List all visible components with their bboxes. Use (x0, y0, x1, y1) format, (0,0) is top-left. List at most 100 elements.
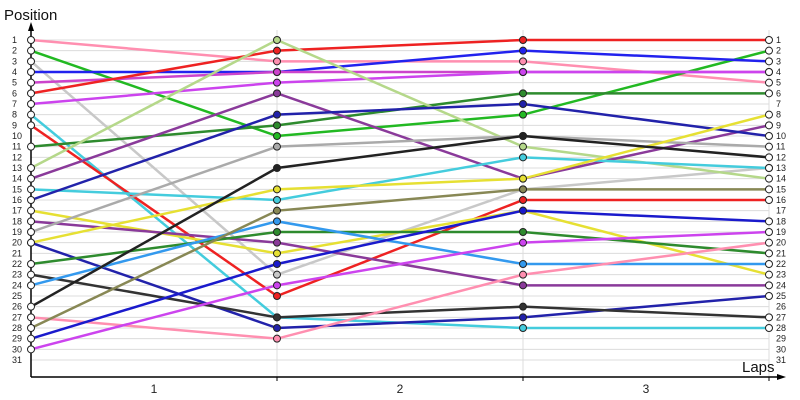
data-point (27, 121, 35, 130)
x-axis-title: Laps (742, 359, 775, 376)
series-18 (27, 238, 773, 332)
data-point (519, 89, 527, 98)
right-position-tick-label: 7 (776, 99, 781, 109)
data-point (27, 238, 35, 247)
data-point (519, 313, 527, 322)
data-point (27, 334, 35, 343)
left-position-ticks: 1234567891011121314151617181920212223242… (12, 35, 22, 365)
left-position-tick-label: 8 (12, 110, 17, 120)
data-point (273, 238, 281, 247)
data-point (27, 228, 35, 236)
right-position-tick-label: 18 (776, 216, 786, 226)
data-point (273, 281, 281, 290)
data-point (273, 164, 281, 172)
y-axis-title: Position (4, 7, 57, 24)
data-point (27, 89, 35, 98)
right-position-tick-label: 27 (776, 312, 786, 322)
data-point (519, 281, 527, 290)
right-position-tick-label: 25 (776, 291, 786, 301)
data-point (27, 164, 35, 172)
data-point (273, 89, 281, 98)
data-point (519, 270, 527, 279)
series-19 (27, 228, 773, 268)
series-13 (27, 100, 773, 204)
data-point (273, 132, 281, 140)
series-line (30, 102, 770, 202)
data-point (273, 249, 281, 258)
right-position-tick-label: 14 (776, 174, 786, 184)
series-26 (27, 228, 773, 354)
series-23 (27, 238, 773, 343)
right-position-tick-label: 15 (776, 184, 786, 194)
left-position-tick-label: 5 (12, 78, 17, 88)
data-point (765, 153, 773, 162)
series-line (30, 124, 769, 298)
data-point (765, 196, 773, 204)
data-point (519, 46, 527, 55)
x-axis-arrow (777, 374, 786, 380)
series-line (30, 156, 770, 202)
left-position-tick-label: 17 (12, 206, 22, 216)
data-point (519, 36, 527, 44)
left-position-tick-label: 3 (12, 56, 17, 66)
right-position-tick-label: 8 (776, 110, 781, 120)
data-point (27, 313, 35, 322)
data-point (273, 36, 281, 44)
data-point (27, 57, 35, 66)
data-point (519, 174, 527, 183)
data-point (273, 313, 281, 322)
right-position-tick-label: 1 (776, 35, 781, 45)
data-point (273, 228, 281, 236)
data-point (273, 78, 281, 87)
data-point (765, 185, 773, 194)
series-22 (27, 132, 773, 311)
lap-tick-labels: 1 2 3 (151, 377, 770, 396)
series-line (30, 273, 770, 319)
left-position-tick-label: 10 (12, 131, 22, 141)
data-point (273, 324, 281, 332)
series-8 (27, 121, 773, 300)
data-point (519, 238, 527, 247)
right-position-ticks: 1234567891011121314151617181920212223242… (776, 35, 786, 365)
right-position-tick-label: 10 (776, 131, 786, 141)
left-position-tick-label: 7 (12, 99, 17, 109)
data-point (765, 324, 773, 332)
series-24 (27, 185, 773, 332)
data-point (27, 281, 35, 290)
series-line (30, 209, 770, 340)
data-point (273, 57, 281, 66)
data-point (765, 132, 773, 140)
left-position-tick-label: 23 (12, 270, 22, 280)
data-point (27, 270, 35, 279)
data-point (27, 206, 35, 215)
data-point (765, 281, 773, 290)
left-position-tick-label: 19 (12, 227, 22, 237)
right-position-tick-label: 16 (776, 195, 786, 205)
left-position-tick-label: 27 (12, 312, 22, 322)
data-point (273, 46, 281, 55)
right-position-tick-label: 5 (776, 78, 781, 88)
data-point (27, 78, 35, 87)
data-point (273, 206, 281, 215)
series-20 (27, 270, 773, 322)
data-point (27, 302, 35, 311)
data-point (27, 68, 35, 76)
data-point (765, 89, 773, 98)
left-position-tick-label: 20 (12, 238, 22, 248)
data-point (273, 292, 281, 300)
left-position-tick-label: 12 (12, 152, 22, 162)
data-point (519, 260, 527, 268)
data-point (765, 68, 773, 76)
right-position-tick-label: 13 (776, 163, 786, 173)
data-point (27, 46, 35, 55)
right-position-tick-label: 22 (776, 259, 786, 269)
series-25 (27, 206, 773, 343)
data-point (273, 110, 281, 119)
left-position-tick-label: 31 (12, 355, 22, 365)
left-position-tick-label: 9 (12, 120, 17, 130)
left-position-tick-label: 1 (12, 35, 17, 45)
data-point (27, 345, 35, 354)
data-point (765, 164, 773, 172)
right-position-tick-label: 17 (776, 206, 786, 216)
data-point (273, 142, 281, 151)
